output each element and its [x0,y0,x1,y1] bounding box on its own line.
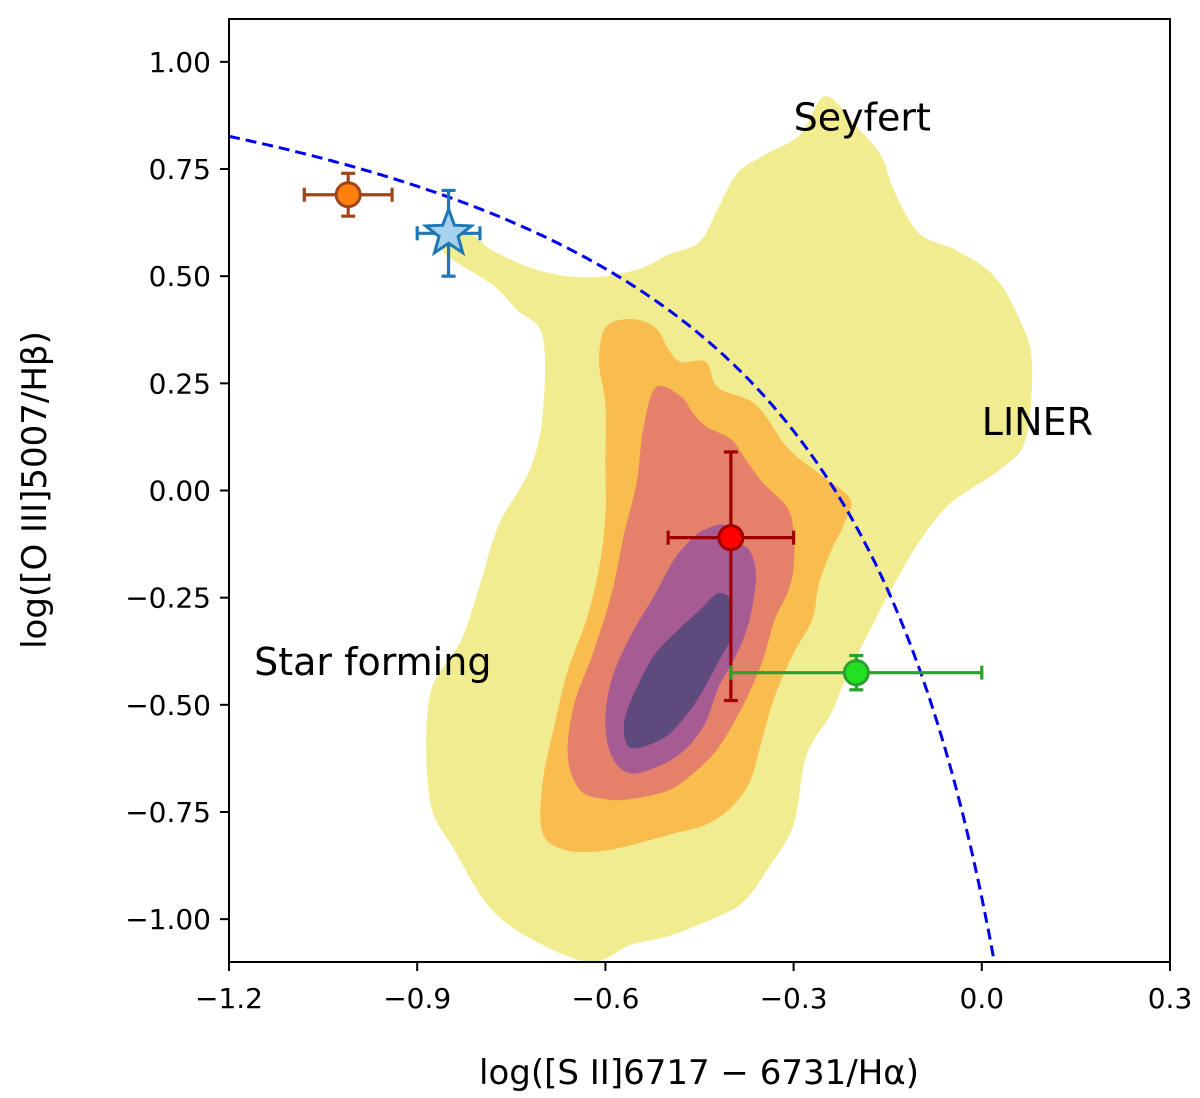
x-tick-label: −0.9 [383,982,451,1015]
y-tick-label: 0.25 [149,367,211,400]
circle-marker [842,659,870,687]
x-tick-label: −0.3 [760,982,828,1015]
y-tick-label: −0.75 [125,796,211,829]
x-tick-label: −1.2 [195,982,263,1015]
y-tick-label: −0.25 [125,582,211,615]
x-axis: −1.2 −0.9 −0.6 −0.3 0.0 0.3 [195,962,1192,1015]
y-axis-label: log([O III]5007/Hβ) [15,331,55,649]
star-marker [421,204,476,257]
circle-marker [334,181,362,209]
data-points [302,171,984,703]
region-labels: Seyfert LINER Star forming [254,95,1093,683]
y-tick-label: −0.50 [125,689,211,722]
contour-level-5 [623,593,733,749]
region-label-star-forming: Star forming [254,640,491,684]
region-label-liner: LINER [982,400,1093,444]
x-tick-label: 0.0 [960,982,1005,1015]
y-axis: 1.00 0.75 0.50 0.25 0.00 −0.25 −0.50 −0.75 −1.00 [125,46,229,936]
x-tick-label: 0.3 [1148,982,1193,1015]
data-point-2 [415,188,482,278]
data-point-3 [666,450,796,703]
y-tick-label: 0.50 [149,260,211,293]
y-tick-label: −1.00 [125,903,211,936]
y-tick-label: 0.75 [149,153,211,186]
demarcation-curve [229,134,996,962]
data-point-1 [302,171,394,218]
x-axis-label: log([S II]6717 − 6731/Hα) [479,1053,919,1093]
data-point-4 [729,653,984,692]
circle-marker [717,524,745,552]
y-tick-label: 0.00 [149,475,211,508]
region-label-seyfert: Seyfert [794,95,931,139]
y-tick-label: 1.00 [149,46,211,79]
x-tick-label: −0.6 [571,982,639,1015]
